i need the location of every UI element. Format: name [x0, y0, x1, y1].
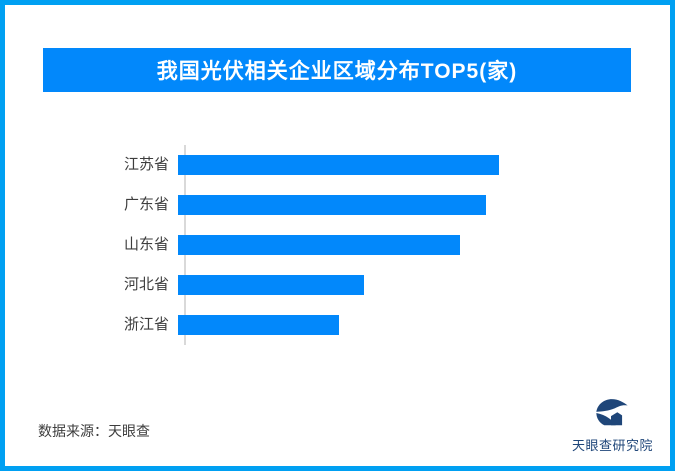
bar	[178, 235, 460, 255]
bar-row: 江苏省	[0, 155, 675, 175]
bar-row: 浙江省	[0, 315, 675, 335]
bar-row: 山东省	[0, 235, 675, 255]
bar-chart: 江苏省广东省山东省河北省浙江省	[0, 145, 675, 345]
bar-label: 广东省	[123, 196, 169, 213]
bar-label: 河北省	[123, 276, 169, 293]
logo: 天眼查研究院	[572, 394, 654, 455]
bar	[178, 195, 486, 215]
bar	[178, 315, 339, 335]
bar	[178, 275, 364, 295]
chart-title: 我国光伏相关企业区域分布TOP5(家)	[156, 60, 518, 83]
bar	[178, 155, 499, 175]
bar-row: 广东省	[0, 195, 675, 215]
title-banner: 我国光伏相关企业区域分布TOP5(家)	[43, 48, 631, 92]
bar-label: 山东省	[123, 236, 169, 253]
bar-rows: 江苏省广东省山东省河北省浙江省	[0, 155, 675, 355]
bar-label: 浙江省	[123, 316, 169, 333]
bar-row: 河北省	[0, 275, 675, 295]
source-text: 数据来源：天眼查	[38, 423, 150, 439]
tianyancha-eye-logo-icon	[592, 394, 630, 432]
logo-text: 天眼查研究院	[572, 438, 654, 453]
bar-label: 江苏省	[123, 156, 169, 173]
